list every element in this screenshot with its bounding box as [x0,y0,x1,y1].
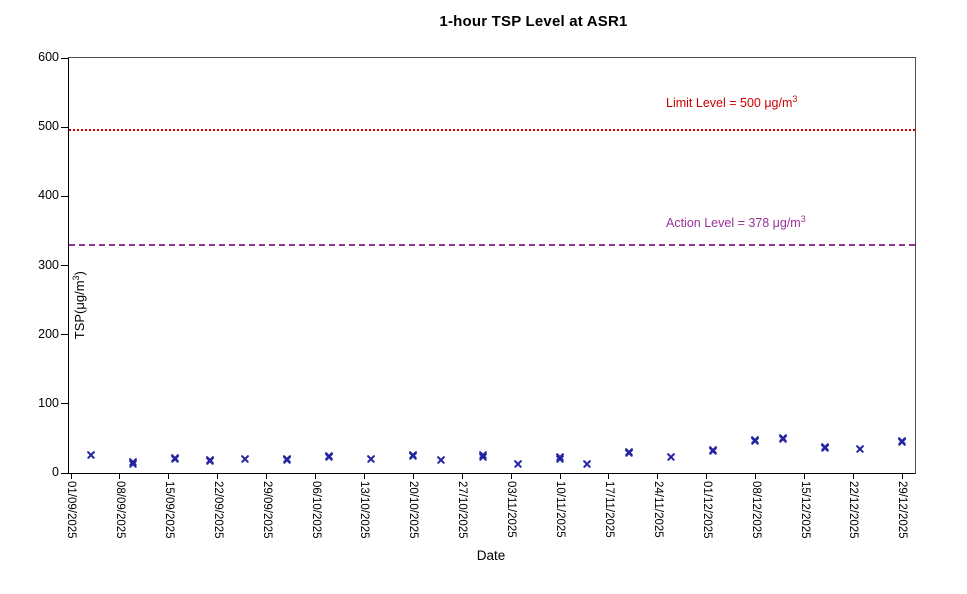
data-point-marker [408,451,417,460]
x-tick-mark [804,473,805,479]
x-tick-label: 22/09/2025 [211,481,224,539]
data-point-marker [87,451,96,460]
y-tick-mark [61,126,68,128]
limit-level-line [69,129,915,132]
y-tick-label: 0 [52,465,59,479]
data-point-marker [855,444,864,453]
x-tick-label: 03/11/2025 [505,481,518,538]
limit-level-text: Limit Level = 500 [666,96,765,111]
x-tick-label: 27/10/2025 [456,481,469,539]
limit-level-sup: 3 [792,94,798,104]
x-tick-mark [901,473,903,479]
x-tick-label: 01/09/2025 [65,481,77,539]
x-tick-label: 24/11/2025 [651,481,664,538]
y-tick-mark [61,57,68,59]
x-tick-mark [168,473,170,479]
x-tick-label: 20/10/2025 [407,481,420,539]
x-tick-mark [510,473,512,479]
data-point-marker [820,444,829,453]
x-tick-label: 10/11/2025 [554,481,566,538]
data-point-marker [324,453,333,462]
data-point-marker [583,459,592,468]
y-tick-label: 300 [38,257,59,272]
x-tick-mark [461,473,463,479]
y-tick-mark [61,472,68,474]
x-tick-mark [706,473,708,479]
data-point-marker [436,455,445,464]
x-axis-title: Date [476,548,506,563]
data-point-marker [667,453,676,462]
x-tick-mark [363,473,365,479]
y-tick-label: 600 [38,50,59,64]
data-point-marker [897,437,906,446]
x-tick-mark [315,473,316,479]
data-point-marker [171,455,180,464]
x-tick-label: 17/11/2025 [602,481,615,538]
action-level-text: Action Level = 378 [666,216,773,231]
data-point-marker [283,455,292,464]
x-tick-label: 08/12/2025 [749,481,762,539]
y-tick-mark [61,195,68,197]
y-tick-label: 400 [38,188,59,203]
x-tick-mark [657,473,659,479]
x-tick-mark [70,473,72,479]
data-point-marker [555,454,564,463]
x-axis-line [68,473,915,474]
y-tick-label: 100 [38,395,59,410]
x-tick-label: 29/09/2025 [260,481,273,539]
x-tick-label: 15/12/2025 [798,481,811,539]
x-tick-label: 22/12/2025 [847,481,860,539]
x-tick-label: 15/09/2025 [162,481,175,539]
data-point-marker [779,435,788,444]
y-tick-label: 500 [38,119,59,134]
y-axis-line [68,58,69,473]
x-tick-label: 29/12/2025 [896,481,909,539]
x-tick-mark [412,473,414,479]
x-tick-mark [608,473,610,479]
x-tick-mark [559,473,561,479]
plot-area: Limit Level = 500 μg/m3 Action Level = 3… [38,50,916,539]
x-tick-label: 13/10/2025 [358,481,371,539]
x-tick-mark [119,473,121,479]
data-point-marker [366,455,375,464]
x-tick-label: 01/12/2025 [700,481,713,539]
y-axis-title-text: TSP(μg/m [72,280,88,340]
y-tick-mark [61,265,68,266]
x-tick-mark [755,473,757,479]
y-axis-title: TSP(μg/m3) [71,240,87,370]
y-axis-title-close: ) [72,271,88,276]
data-point-marker [625,448,634,457]
y-axis-title-sup: 3 [70,275,81,281]
data-point-marker [129,459,138,468]
chart-title: 1-hour TSP Level at ASR1 [439,13,628,30]
data-point-marker [751,437,760,446]
data-point-marker [709,446,718,455]
action-level-line [69,244,915,247]
data-point-marker [478,452,487,461]
action-level-sup: 3 [800,214,806,224]
data-point-marker [513,459,522,468]
x-tick-label: 06/10/2025 [309,481,322,539]
data-point-marker [206,457,215,466]
limit-level-label: Limit Level = 500 μg/m3 [666,94,797,110]
limit-level-unit: μg/m [764,96,793,111]
action-level-label: Action Level = 378 μg/m3 [666,214,806,230]
action-level-unit: μg/m [772,216,801,231]
y-tick-label: 200 [38,326,59,341]
y-tick-mark [61,334,68,336]
x-tick-mark [266,473,268,479]
data-point-marker [241,454,250,463]
x-tick-mark [217,473,219,479]
x-tick-mark [852,473,854,479]
x-tick-label: 08/09/2025 [113,481,126,539]
y-tick-mark [61,403,68,405]
